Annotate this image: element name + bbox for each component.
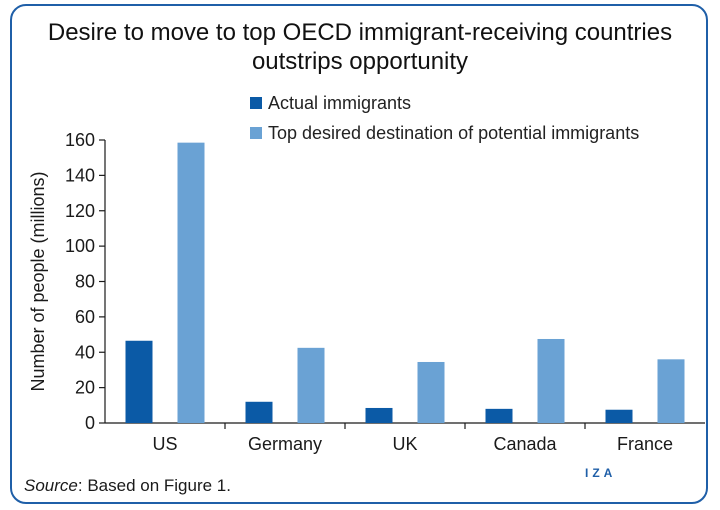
y-tick-label: 0	[85, 413, 95, 433]
legend-swatch-actual	[250, 97, 262, 109]
bar-uk-desired	[417, 361, 445, 423]
y-tick-label: 60	[75, 307, 95, 327]
y-axis-label: Number of people (millions)	[28, 171, 48, 391]
y-tick-label: 120	[65, 201, 95, 221]
legend-swatch-desired	[250, 127, 262, 139]
bar-france-desired	[657, 359, 685, 423]
y-tick-label: 20	[75, 378, 95, 398]
x-tick-label: France	[617, 434, 673, 454]
bar-uk-actual	[365, 407, 393, 423]
card-frame	[10, 4, 708, 504]
iza-logo: IZA	[585, 466, 617, 480]
legend-label-desired: Top desired destination of potential imm…	[268, 122, 640, 143]
x-tick-label: US	[152, 434, 177, 454]
y-tick-label: 100	[65, 236, 95, 256]
y-tick-label: 160	[65, 130, 95, 150]
chart-title: Desire to move to top OECD immigrant-rec…	[47, 19, 673, 75]
bar-canada-actual	[485, 408, 513, 423]
x-tick-label: Canada	[493, 434, 557, 454]
source-label: Source	[24, 476, 78, 495]
legend-label-actual: Actual immigrants	[268, 92, 412, 113]
source-text: : Based on Figure 1.	[77, 476, 231, 495]
y-tick-label: 80	[75, 272, 95, 292]
y-tick-label: 40	[75, 342, 95, 362]
x-tick-label: UK	[392, 434, 417, 454]
bar-us-desired	[177, 142, 205, 423]
bar-germany-desired	[297, 347, 325, 423]
bar-france-actual	[605, 409, 633, 423]
legend-item-desired: Top desired destination of potential imm…	[250, 120, 639, 146]
y-tick-label: 140	[65, 165, 95, 185]
source-note: Source: Based on Figure 1.	[24, 476, 231, 496]
bar-germany-actual	[245, 401, 273, 423]
bar-us-actual	[125, 340, 153, 423]
bar-canada-desired	[537, 338, 565, 423]
legend: Actual immigrants Top desired destinatio…	[250, 90, 639, 150]
legend-item-actual: Actual immigrants	[250, 90, 639, 116]
x-tick-label: Germany	[248, 434, 322, 454]
